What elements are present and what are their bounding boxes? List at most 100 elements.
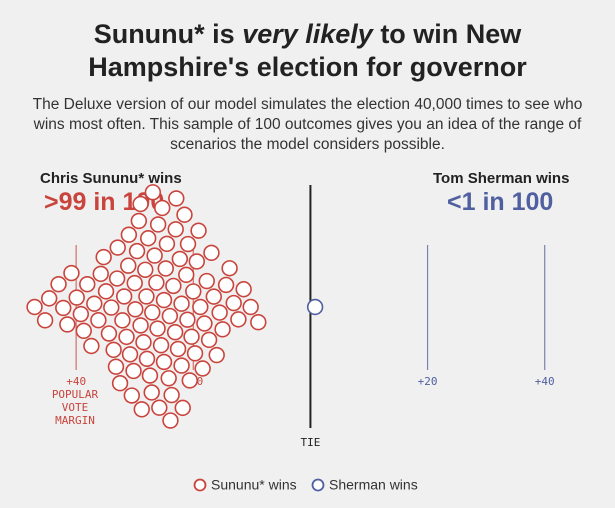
outcome-dot bbox=[155, 291, 173, 309]
outcome-dot bbox=[138, 288, 155, 305]
legend-label: Sherman wins bbox=[329, 477, 418, 493]
x-axis-label: POPULAR VOTE MARGIN bbox=[51, 388, 99, 427]
outcome-dot bbox=[108, 270, 126, 287]
x-tick-label: +40 bbox=[66, 375, 86, 388]
outcome-dot bbox=[75, 322, 92, 339]
outcome-dot bbox=[36, 312, 54, 329]
outcome-dot bbox=[167, 221, 184, 238]
outcome-dot bbox=[100, 325, 118, 342]
outcome-dot bbox=[149, 216, 167, 233]
outcome-dot bbox=[111, 374, 129, 392]
outcome-dot bbox=[208, 346, 225, 364]
outcome-dot bbox=[169, 340, 187, 358]
outcome-dot bbox=[151, 399, 168, 416]
outcome-dot bbox=[157, 260, 174, 277]
outcome-dot bbox=[139, 230, 157, 247]
outcome-dot bbox=[103, 299, 120, 316]
outcome-dot bbox=[26, 298, 43, 316]
outcome-dot bbox=[123, 387, 140, 404]
legend-marker bbox=[193, 478, 207, 492]
outcome-dot bbox=[158, 235, 176, 253]
outcome-dot bbox=[118, 328, 135, 346]
outcome-dot bbox=[79, 276, 96, 293]
outcome-dot bbox=[128, 242, 146, 260]
outcome-dot bbox=[97, 283, 115, 300]
outcome-dot bbox=[137, 261, 154, 278]
outcome-dot bbox=[50, 275, 67, 293]
outcome-dot bbox=[148, 274, 165, 291]
outcome-dot bbox=[114, 312, 131, 329]
outcome-dot bbox=[86, 295, 103, 312]
legend-marker bbox=[311, 478, 325, 492]
outcome-dot bbox=[144, 184, 162, 201]
outcome-dot bbox=[115, 288, 133, 305]
outcome-dot bbox=[176, 206, 193, 223]
outcome-dot bbox=[185, 283, 202, 300]
outcome-dot bbox=[83, 337, 100, 355]
outcome-dot bbox=[192, 298, 209, 316]
x-tick-label: +20 bbox=[418, 375, 438, 388]
outcome-dot bbox=[132, 195, 149, 213]
outcome-dot bbox=[186, 345, 204, 362]
outcome-dot bbox=[190, 222, 207, 239]
outcome-dot bbox=[214, 321, 231, 338]
outcome-dot bbox=[225, 294, 242, 312]
outcome-dot bbox=[200, 331, 218, 349]
outcome-dot bbox=[138, 350, 156, 368]
outcome-dot bbox=[205, 288, 222, 305]
outcome-dot bbox=[55, 299, 72, 317]
outcome-dot bbox=[121, 346, 139, 363]
outcome-dot bbox=[230, 311, 247, 328]
outcome-dot bbox=[144, 304, 161, 321]
outcome-dot bbox=[173, 295, 190, 312]
title-part: to win New Hampshire's election for gove… bbox=[88, 19, 527, 82]
outcome-dot bbox=[63, 264, 80, 282]
x-tick-label: +40 bbox=[535, 375, 555, 388]
outcome-dot bbox=[168, 190, 185, 207]
outcome-dot bbox=[127, 301, 144, 318]
outcome-dot bbox=[188, 253, 206, 270]
outcome-dot bbox=[92, 265, 109, 283]
legend-label: Sununu* wins bbox=[211, 477, 297, 493]
outcome-dot bbox=[181, 372, 198, 389]
outcome-dot bbox=[160, 370, 177, 387]
outcome-dot bbox=[242, 298, 259, 316]
outcome-dot bbox=[174, 399, 191, 417]
outcome-dot bbox=[143, 384, 160, 401]
outcome-dot bbox=[68, 289, 85, 306]
outcome-dot bbox=[161, 307, 179, 325]
outcome-dot bbox=[306, 298, 324, 316]
outcome-dot bbox=[173, 357, 190, 374]
outcome-dot bbox=[90, 311, 107, 329]
outcome-dot bbox=[59, 316, 76, 333]
outcome-dot bbox=[211, 304, 228, 321]
outcome-dot bbox=[217, 276, 235, 294]
outcome-dot bbox=[179, 235, 197, 253]
outcome-dot bbox=[179, 311, 196, 328]
outcome-dot bbox=[196, 315, 213, 332]
outcome-dot bbox=[154, 199, 171, 217]
outcome-dot bbox=[250, 313, 267, 331]
outcome-dot bbox=[72, 305, 90, 323]
outcome-dot bbox=[135, 333, 152, 351]
outcome-dot bbox=[235, 281, 252, 298]
right-odds: <1 in 100 bbox=[447, 188, 554, 216]
subtitle: The Deluxe version of our model simulate… bbox=[32, 96, 583, 153]
outcome-dot bbox=[183, 328, 200, 345]
outcome-dot bbox=[126, 274, 143, 292]
outcome-dot bbox=[163, 386, 180, 404]
outcome-dot bbox=[40, 290, 58, 307]
outcome-dot bbox=[178, 266, 195, 284]
outcome-dot bbox=[155, 353, 173, 371]
outcome-dot bbox=[166, 323, 184, 341]
outcome-dot bbox=[162, 412, 179, 429]
title-emphasis: very likely bbox=[242, 19, 373, 49]
outcome-dot bbox=[130, 212, 148, 230]
outcome-dot bbox=[152, 336, 170, 354]
outcome-dot bbox=[198, 272, 215, 290]
x-tick-label: TIE bbox=[300, 436, 320, 449]
outcome-dot bbox=[194, 360, 211, 377]
outcome-dot bbox=[165, 277, 182, 295]
